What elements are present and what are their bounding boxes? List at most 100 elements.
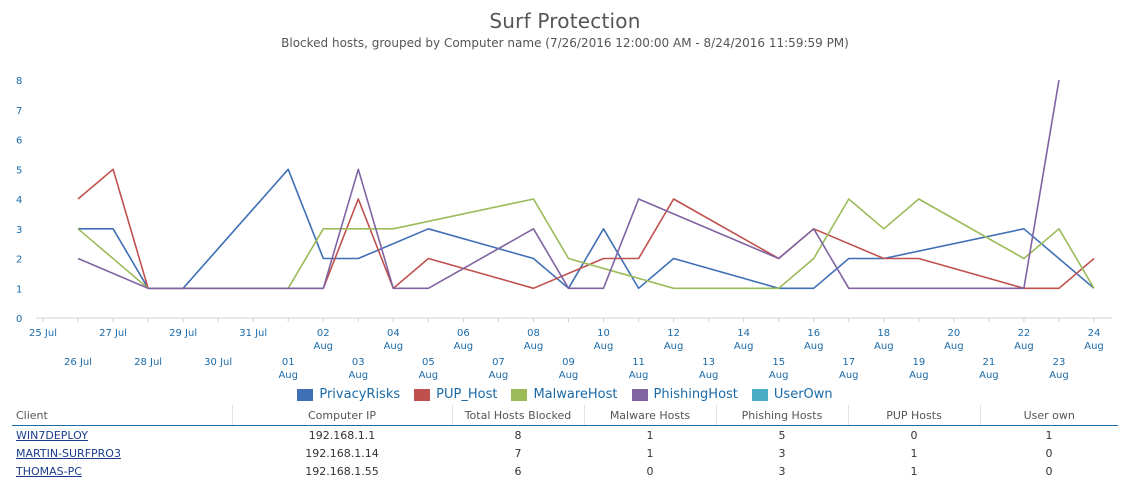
cell-malware-hosts: 0	[646, 464, 654, 478]
x-tick-label: 31 Jul	[239, 328, 267, 339]
cell-total-hosts-blocked: 8	[514, 428, 522, 442]
y-tick-label: 8	[16, 76, 22, 87]
x-tick-label: 09	[562, 357, 575, 368]
cell-phishing-hosts: 3	[778, 446, 786, 460]
y-tick-label: 7	[16, 106, 22, 117]
x-tick-label: Aug	[489, 370, 509, 381]
x-tick-label: Aug	[419, 370, 439, 381]
y-tick-label: 0	[16, 314, 22, 325]
cell-malware-hosts: 1	[646, 446, 654, 460]
y-tick-label: 2	[16, 255, 22, 266]
x-tick-label: 29 Jul	[169, 328, 197, 339]
x-tick-label: Aug	[839, 370, 859, 381]
x-tick-label: Aug	[454, 341, 474, 352]
table-row: THOMAS-PC 192.168.1.55 6 0 3 1 0	[12, 462, 1118, 480]
x-tick-label: 19	[912, 357, 925, 368]
legend-item-phishinghost[interactable]: PhishingHost	[631, 387, 738, 402]
x-tick-label: 26 Jul	[64, 357, 92, 368]
cell-computer-ip: 192.168.1.55	[305, 464, 379, 478]
legend-item-userown[interactable]: UserOwn	[751, 387, 833, 402]
client-link[interactable]: WIN7DEPLOY	[16, 428, 88, 442]
x-tick-label: Aug	[1014, 341, 1034, 352]
legend-label: PUP_Host	[436, 387, 498, 402]
cell-pup-hosts: 1	[910, 446, 918, 460]
chart-legend: PrivacyRisks PUP_Host MalwareHost Phishi…	[0, 387, 1130, 402]
x-tick-label: 14	[737, 328, 750, 339]
cell-client: THOMAS-PC	[12, 462, 232, 480]
cell-total-hosts-blocked: 6	[514, 464, 522, 478]
x-tick-label: 10	[597, 328, 610, 339]
column-header-malware-hosts[interactable]: Malware Hosts	[584, 405, 717, 426]
x-tick-label: Aug	[874, 341, 894, 352]
x-tick-label: Aug	[909, 370, 929, 381]
x-tick-label: Aug	[1084, 341, 1104, 352]
x-tick-label: 06	[457, 328, 470, 339]
x-tick-label: 17	[842, 357, 855, 368]
chart-title: Surf Protection	[489, 9, 641, 33]
cell-pup-hosts: 0	[910, 428, 918, 442]
y-tick-label: 3	[16, 225, 22, 236]
x-tick-label: Aug	[559, 370, 579, 381]
x-tick-label: 13	[702, 357, 715, 368]
x-tick-label: Aug	[384, 341, 404, 352]
x-tick-label: 05	[422, 357, 435, 368]
x-tick-label: Aug	[1049, 370, 1069, 381]
series-line-malwarehost	[77, 198, 1095, 290]
x-tick-label: 02	[317, 328, 330, 339]
legend-item-privacyrisks[interactable]: PrivacyRisks	[297, 387, 400, 402]
table-row: MARTIN-SURFPRO3 192.168.1.14 7 1 3 1 0	[12, 444, 1118, 462]
column-header-computer-ip[interactable]: Computer IP	[232, 405, 453, 426]
cell-client: MARTIN-SURFPRO3	[12, 444, 232, 462]
cell-phishing-hosts: 5	[778, 428, 786, 442]
column-header-user-own[interactable]: User own	[980, 405, 1118, 426]
series-line-phishinghost	[77, 79, 1060, 290]
series-line-privacyrisks	[78, 168, 1095, 290]
x-tick-label: 03	[352, 357, 365, 368]
legend-label: UserOwn	[773, 387, 833, 402]
x-tick-label: 07	[492, 357, 505, 368]
cell-total-hosts-blocked: 7	[514, 446, 522, 460]
cell-user-own: 0	[1045, 446, 1053, 460]
y-tick-label: 5	[16, 165, 22, 176]
column-header-total-hosts-blocked[interactable]: Total Hosts Blocked	[452, 405, 585, 426]
column-header-pup-hosts[interactable]: PUP Hosts	[848, 405, 981, 426]
series-line-pup-host	[77, 168, 1095, 290]
legend-swatch	[511, 388, 528, 401]
cell-pup-hosts: 1	[910, 464, 918, 478]
table-header-row: Client Computer IP Total Hosts Blocked M…	[12, 405, 1118, 426]
x-tick-label: 12	[667, 328, 680, 339]
x-tick-label: 22	[1018, 328, 1031, 339]
legend-item-malwarehost[interactable]: MalwareHost	[511, 387, 618, 402]
x-tick-label: Aug	[699, 370, 719, 381]
column-header-client[interactable]: Client	[12, 405, 233, 426]
legend-label: MalwareHost	[533, 387, 618, 402]
x-tick-label: Aug	[524, 341, 544, 352]
x-tick-label: 01	[282, 357, 295, 368]
client-link[interactable]: THOMAS-PC	[16, 464, 82, 478]
column-header-phishing-hosts[interactable]: Phishing Hosts	[716, 405, 849, 426]
x-tick-label: Aug	[594, 341, 614, 352]
y-tick-label: 6	[16, 136, 22, 147]
x-tick-label: 25 Jul	[29, 328, 57, 339]
x-tick-label: 28 Jul	[134, 357, 162, 368]
legend-swatch	[631, 388, 648, 401]
x-tick-label: 30 Jul	[204, 357, 232, 368]
x-tick-label: Aug	[349, 370, 369, 381]
legend-swatch	[297, 388, 314, 401]
table-row: WIN7DEPLOY 192.168.1.1 8 1 5 0 1	[12, 426, 1118, 445]
x-tick-label: 11	[632, 357, 645, 368]
x-tick-label: Aug	[944, 341, 964, 352]
x-tick-label: Aug	[979, 370, 999, 381]
x-tick-label: Aug	[664, 341, 684, 352]
x-tick-label: Aug	[769, 370, 789, 381]
x-tick-label: Aug	[629, 370, 649, 381]
client-link[interactable]: MARTIN-SURFPRO3	[16, 446, 121, 460]
x-tick-label: Aug	[804, 341, 824, 352]
clients-table: Client Computer IP Total Hosts Blocked M…	[12, 405, 1118, 480]
legend-swatch	[751, 388, 768, 401]
x-tick-label: 04	[387, 328, 400, 339]
x-tick-label: Aug	[278, 370, 298, 381]
x-tick-label: 08	[527, 328, 540, 339]
legend-item-pup-host[interactable]: PUP_Host	[414, 387, 497, 402]
